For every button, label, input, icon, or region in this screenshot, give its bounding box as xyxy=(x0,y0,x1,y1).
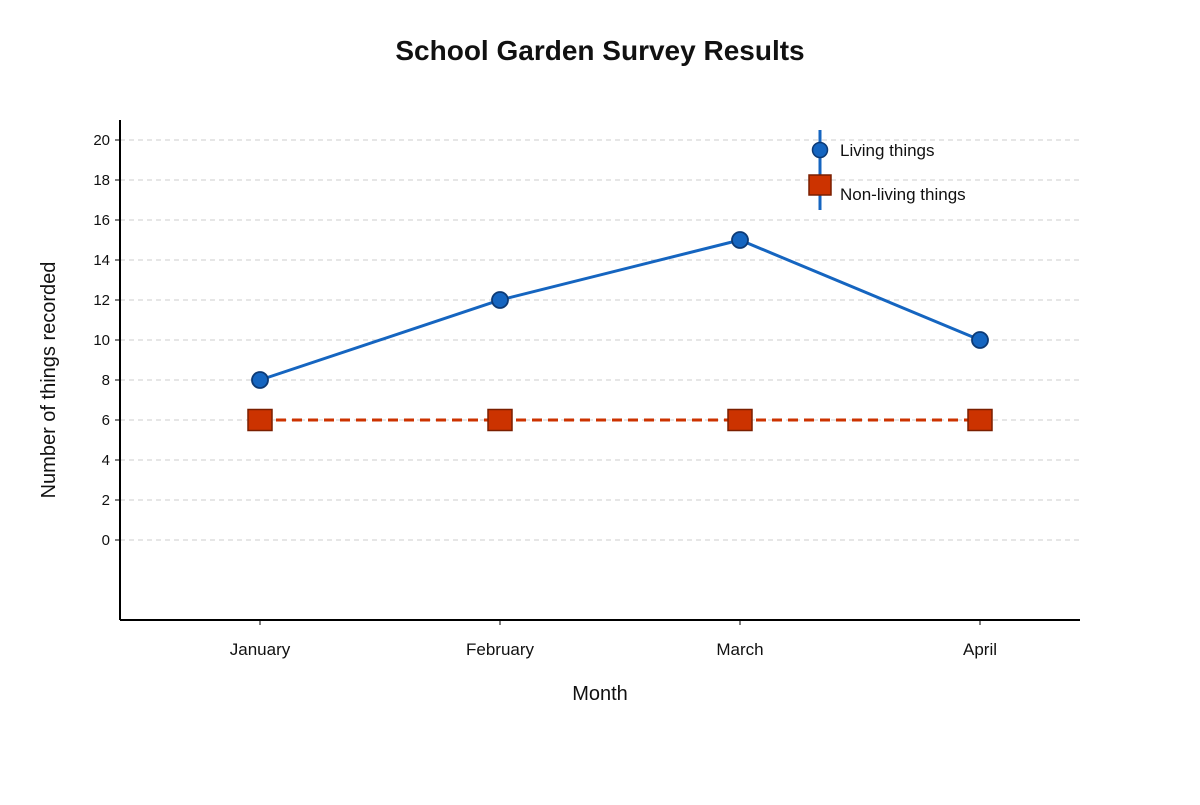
x-axis-label: Month xyxy=(572,683,628,705)
x-tick-label: January xyxy=(230,640,291,659)
data-point-living-things xyxy=(251,371,269,389)
series-group xyxy=(247,231,993,432)
data-point-non-living-things xyxy=(247,408,273,432)
y-tick-label: 4 xyxy=(102,452,110,469)
y-tick-label: 6 xyxy=(102,412,110,429)
data-point-non-living-things xyxy=(967,408,993,432)
data-point-living-things xyxy=(491,291,509,309)
data-point-non-living-things xyxy=(727,408,753,432)
x-axis-ticks: January February March April xyxy=(230,620,997,659)
y-tick-label: 20 xyxy=(93,132,110,149)
legend-marker-non-living-things xyxy=(808,174,832,196)
legend-label-living-things: Living things xyxy=(840,141,935,160)
legend-marker-living-things xyxy=(811,141,829,159)
data-point-non-living-things xyxy=(487,408,513,432)
y-tick-label: 8 xyxy=(102,372,110,389)
y-tick-label: 2 xyxy=(102,492,110,509)
data-point-living-things xyxy=(971,331,989,349)
x-tick-label: April xyxy=(963,640,997,659)
y-axis-label: Number of things recorded xyxy=(38,262,60,499)
y-axis-ticks: 0 2 4 6 8 10 12 14 16 18 20 xyxy=(93,132,120,549)
x-tick-label: March xyxy=(716,640,763,659)
series-living-things xyxy=(251,231,989,389)
data-point-living-things xyxy=(731,231,749,249)
series-line-living-things xyxy=(259,238,981,382)
x-tick-label: February xyxy=(466,640,535,659)
y-tick-label: 0 xyxy=(102,532,110,549)
y-tick-label: 14 xyxy=(93,252,110,269)
y-tick-label: 12 xyxy=(93,292,110,309)
y-tick-label: 18 xyxy=(93,172,110,189)
legend-label-non-living-things: Non-living things xyxy=(840,185,966,204)
legend: Living things Non-living things xyxy=(808,130,966,210)
chart-title: School Garden Survey Results xyxy=(395,35,804,66)
series-non-living-things xyxy=(247,408,993,432)
y-tick-label: 16 xyxy=(93,212,110,229)
y-tick-label: 10 xyxy=(93,332,110,349)
